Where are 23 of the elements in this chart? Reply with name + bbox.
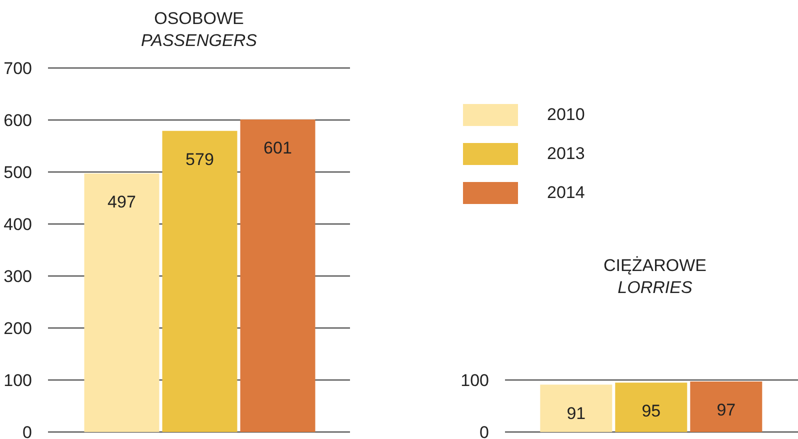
data-label: 601 [264, 138, 292, 158]
y-tick-label: 100 [460, 371, 489, 390]
chart-subtitle: LORRIES [616, 277, 694, 299]
y-tick-label: 0 [480, 423, 489, 439]
y-tick-label: 600 [4, 111, 32, 130]
data-label: 97 [716, 400, 736, 420]
data-label: 497 [108, 192, 136, 212]
legend-label: 2013 [547, 144, 585, 164]
legend-label: 2014 [547, 183, 585, 203]
y-tick-label: 500 [4, 163, 32, 182]
legend-label: 2010 [547, 105, 585, 125]
y-tick-label: 300 [4, 267, 32, 286]
y-tick-label: 400 [4, 215, 32, 234]
data-label: 579 [186, 150, 214, 169]
y-tick-label: 100 [4, 371, 32, 390]
y-tick-label: 700 [4, 59, 32, 78]
chart-subtitle: PASSENGERS [140, 30, 258, 52]
data-label: 95 [642, 402, 661, 421]
y-tick-label: 0 [22, 423, 32, 439]
data-label: 91 [566, 404, 586, 423]
y-tick-label: 200 [4, 319, 32, 338]
chart-title: CIĘŻAROWE [602, 255, 708, 277]
chart-title: OSOBOWE [153, 8, 245, 30]
